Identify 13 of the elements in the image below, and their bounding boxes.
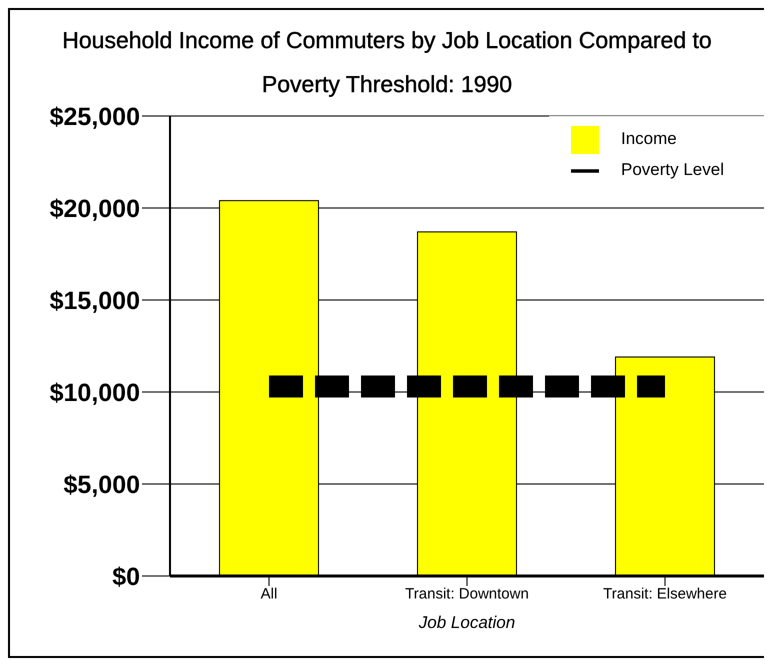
y-tick-label: $20,000 [50, 194, 140, 223]
y-tick-label: $25,000 [50, 102, 140, 131]
x-axis-title: Job Location [418, 613, 516, 632]
x-tick-label: All [260, 586, 278, 603]
x-tick-label: Transit: Downtown [405, 586, 529, 603]
x-tick-label: Transit: Elsewhere [603, 586, 727, 603]
y-tick-label: $10,000 [50, 378, 140, 407]
y-tick-label: $15,000 [50, 286, 140, 315]
y-tick-label: $0 [112, 562, 140, 591]
legend-label: Poverty Level [621, 160, 724, 179]
y-tick-label: $5,000 [64, 470, 140, 499]
legend-label: Income [621, 129, 677, 148]
chart-title: Household Income of Commuters by Job Location Compared to Poverty Threshold: 1990 [62, 27, 712, 97]
